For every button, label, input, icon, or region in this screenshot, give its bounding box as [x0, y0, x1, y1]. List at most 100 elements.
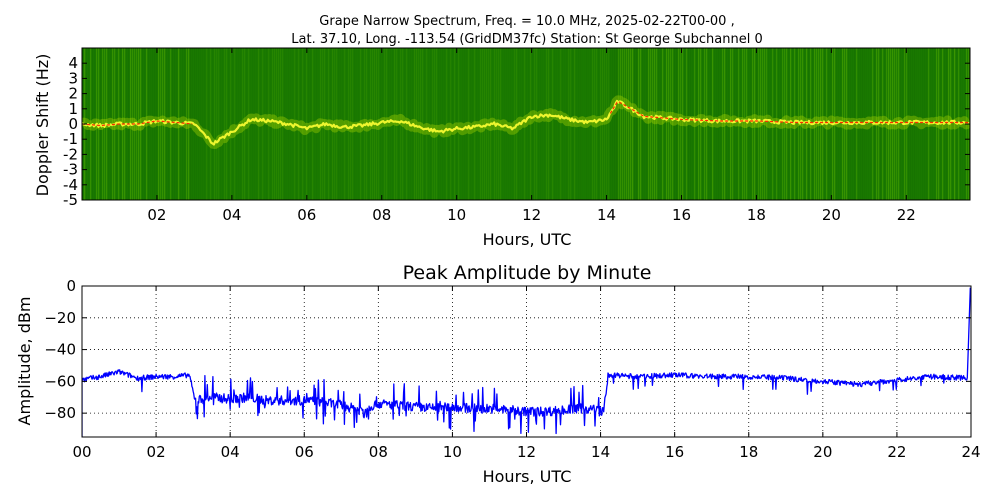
spectrogram-texture-band [652, 48, 654, 200]
spectrogram-texture-band [206, 48, 208, 200]
spectrogram-texture-band [626, 48, 628, 200]
spectrogram-texture-band [460, 48, 462, 200]
spectrogram-texture-band [346, 48, 348, 200]
spectrogram-texture-band [312, 48, 314, 200]
spectrogram-y-tick-label: 1 [68, 100, 78, 118]
spectrogram-texture-band [310, 48, 312, 200]
amplitude-x-tick-label: 00 [72, 443, 91, 461]
spectrogram-texture-band [676, 48, 678, 200]
spectrogram-texture-band [910, 48, 912, 200]
spectrogram-texture-band [630, 48, 632, 200]
spectrogram-texture-band [650, 48, 652, 200]
spectrogram-y-tick-label: -2 [63, 145, 78, 163]
spectrogram-texture-band [582, 48, 584, 200]
spectrogram-texture-band [338, 48, 340, 200]
spectrogram-texture-band [758, 48, 760, 200]
spectrogram-texture-band [388, 48, 390, 200]
spectrogram-texture-band [208, 48, 210, 200]
spectrogram-texture-band [684, 48, 686, 200]
spectrogram-texture-band [302, 48, 304, 200]
spectrogram-texture-band [570, 48, 572, 200]
amplitude-x-tick-label: 14 [591, 443, 610, 461]
spectrogram-texture-band [916, 48, 918, 200]
spectrogram-texture-band [920, 48, 922, 200]
spectrogram-texture-band [858, 48, 860, 200]
spectrogram-texture-band [176, 48, 178, 200]
spectrogram-texture-band [308, 48, 310, 200]
spectrogram-texture-band [790, 48, 792, 200]
spectrogram-texture-band [528, 48, 530, 200]
spectrogram-texture-band [506, 48, 508, 200]
amplitude-y-axis-label: Amplitude, dBm [15, 297, 34, 426]
spectrogram-texture-band [214, 48, 216, 200]
spectrogram-texture-band [404, 48, 406, 200]
spectrogram-texture-band [868, 48, 870, 200]
spectrogram-texture-band [706, 48, 708, 200]
spectrogram-texture-band [402, 48, 404, 200]
spectrogram-texture-band [798, 48, 800, 200]
spectrogram-texture-band [522, 48, 524, 200]
spectrogram-texture-band [280, 48, 282, 200]
amplitude-y-tick-label: −40 [44, 341, 76, 359]
spectrogram-texture-band [158, 48, 160, 200]
spectrogram-texture-band [234, 48, 236, 200]
spectrogram-texture-band [690, 48, 692, 200]
spectrogram-texture-band [604, 48, 606, 200]
spectrogram-texture-band [738, 48, 740, 200]
spectrogram-texture-band [586, 48, 588, 200]
spectrogram-texture-band [298, 48, 300, 200]
spectrogram-texture-band [156, 48, 158, 200]
spectrogram-texture-band [174, 48, 176, 200]
spectrogram-texture-band [306, 48, 308, 200]
spectrogram-texture-band [964, 48, 966, 200]
spectrogram-y-tick-label: -5 [63, 191, 78, 209]
spectrogram-texture-band [886, 48, 888, 200]
spectrogram-texture-band [446, 48, 448, 200]
spectrogram-texture-band [714, 48, 716, 200]
spectrogram-texture-band [632, 48, 634, 200]
spectrogram-texture-band [240, 48, 242, 200]
spectrogram-texture-band [538, 48, 540, 200]
spectrogram-texture-band [592, 48, 594, 200]
spectrogram-texture-band [578, 48, 580, 200]
spectrogram-texture-band [318, 48, 320, 200]
spectrogram-texture-band [300, 48, 302, 200]
spectrogram-texture-band [452, 48, 454, 200]
spectrogram-texture-band [624, 48, 626, 200]
spectrogram-texture-band [656, 48, 658, 200]
spectrogram-texture-band [436, 48, 438, 200]
spectrogram-texture-band [760, 48, 762, 200]
spectrogram-x-tick-label: 14 [597, 206, 616, 224]
spectrogram-texture-band [424, 48, 426, 200]
spectrogram-texture-band [628, 48, 630, 200]
spectrogram-texture-band [382, 48, 384, 200]
spectrogram-texture-band [262, 48, 264, 200]
spectrogram-texture-band [414, 48, 416, 200]
spectrogram-texture-band [708, 48, 710, 200]
spectrogram-texture-band [160, 48, 162, 200]
spectrogram-texture-band [502, 48, 504, 200]
spectrogram-texture-band [212, 48, 214, 200]
spectrogram-texture-band [820, 48, 822, 200]
spectrogram-texture-band [828, 48, 830, 200]
spectrogram-texture-band [536, 48, 538, 200]
figure-title-line-2: Lat. 37.10, Long. -113.54 (GridDM37fc) S… [291, 32, 762, 47]
spectrogram-x-tick-label: 10 [447, 206, 466, 224]
amplitude-y-tick-label: −60 [44, 372, 76, 390]
spectrogram-texture-band [334, 48, 336, 200]
amplitude-chart-title: Peak Amplitude by Minute [403, 262, 652, 284]
spectrogram-texture-band [250, 48, 252, 200]
spectrogram-texture-band [890, 48, 892, 200]
spectrogram-texture-band [898, 48, 900, 200]
spectrogram-texture-band [640, 48, 642, 200]
spectrogram-texture-band [434, 48, 436, 200]
spectrogram-texture-band [870, 48, 872, 200]
spectrogram-texture-band [348, 48, 350, 200]
amplitude-x-ticks: 00 02 04 06 08 10 12 14 16 18 20 22 24 [72, 286, 981, 461]
spectrogram-texture-band [914, 48, 916, 200]
spectrogram-texture-band [770, 48, 772, 200]
spectrogram-texture-band [256, 48, 258, 200]
spectrogram-texture-band [154, 48, 156, 200]
spectrogram-texture-band [266, 48, 268, 200]
